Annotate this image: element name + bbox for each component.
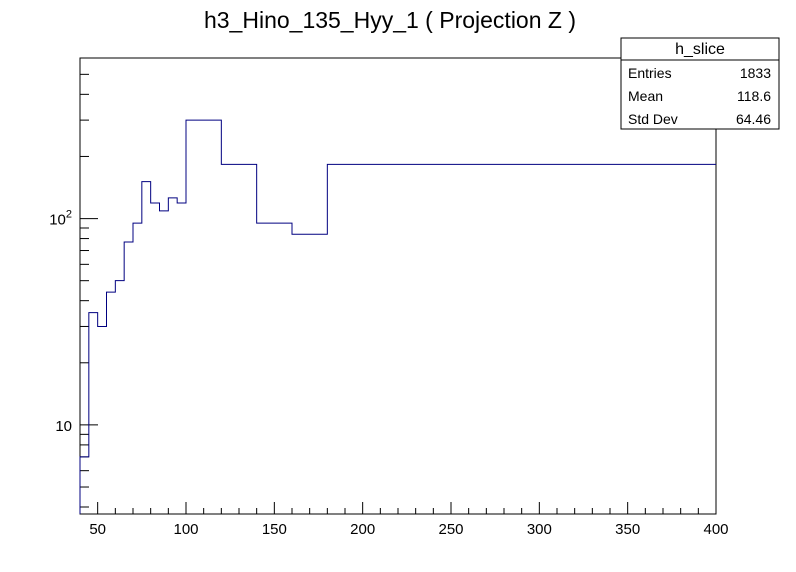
x-tick-label: 50 bbox=[89, 521, 106, 538]
y-axis: 10 102 bbox=[49, 57, 98, 508]
stats-box: h_slice Entries 1833 Mean 118.6 Std Dev … bbox=[620, 37, 780, 130]
x-tick-label: 400 bbox=[703, 521, 728, 538]
stat-value-mean: 118.6 bbox=[737, 88, 771, 104]
chart-title: h3_Hino_135_Hyy_1 ( Projection Z ) bbox=[204, 7, 576, 33]
x-tick-label: 200 bbox=[350, 521, 375, 538]
x-tick-label: 250 bbox=[438, 521, 463, 538]
stat-label-entries: Entries bbox=[628, 65, 672, 81]
y-tick-label: 10 bbox=[55, 418, 72, 435]
stat-value-std-dev: 64.46 bbox=[736, 111, 771, 127]
x-tick-label: 350 bbox=[615, 521, 640, 538]
stat-label-std-dev: Std Dev bbox=[628, 111, 678, 127]
stats-box-title: h_slice bbox=[675, 41, 725, 58]
x-tick-label: 100 bbox=[173, 521, 198, 538]
x-tick-label: 300 bbox=[527, 521, 552, 538]
histogram-line bbox=[79, 119, 716, 514]
x-axis: 50 100 150 200 250 300 350 400 bbox=[79, 502, 729, 538]
stat-label-mean: Mean bbox=[628, 88, 663, 104]
stats-box-frame bbox=[620, 37, 780, 130]
x-tick-label: 150 bbox=[262, 521, 287, 538]
y-tick-label: 102 bbox=[49, 209, 72, 229]
stat-value-entries: 1833 bbox=[740, 65, 771, 81]
